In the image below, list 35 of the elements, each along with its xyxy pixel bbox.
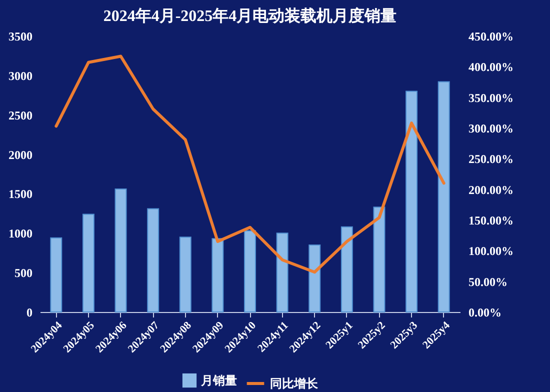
bar (114, 188, 127, 312)
bar (147, 208, 160, 312)
bar (212, 238, 224, 312)
bar (244, 230, 256, 312)
y2-tick-label: 250.00% (468, 152, 514, 166)
y-tick-label: 1500 (8, 187, 32, 202)
bar (340, 226, 353, 312)
y2-tick-label: 300.00% (468, 122, 514, 136)
bar (406, 90, 418, 312)
bar (308, 244, 321, 312)
bar (50, 237, 62, 312)
y2-tick-label: 100.00% (468, 244, 514, 258)
y2-tick-label: 400.00% (468, 60, 514, 74)
bar (373, 206, 386, 312)
bar (179, 236, 192, 312)
y-tick-label: 2000 (8, 148, 32, 162)
y-tick-label: 500 (14, 266, 32, 280)
y2-tick-label: 50.00% (468, 274, 508, 289)
bar (276, 232, 288, 312)
y-tick-label: 0 (26, 306, 32, 320)
y-tick-label: 3500 (8, 30, 32, 44)
legend-label: 月销量 (200, 374, 237, 388)
bar (82, 214, 94, 312)
y2-tick-label: 0.00% (468, 306, 502, 320)
y2-tick-label: 450.00% (468, 30, 514, 44)
y-tick-label: 2500 (8, 108, 32, 122)
y2-tick-label: 200.00% (468, 182, 514, 197)
legend-label: 同比增长 (270, 376, 319, 390)
y2-tick-label: 350.00% (468, 90, 514, 105)
y-tick-label: 1000 (8, 226, 32, 241)
y-tick-label: 3000 (8, 68, 32, 83)
y2-tick-label: 150.00% (468, 214, 514, 228)
line-series (54, 54, 446, 274)
chart-title: 2024年4月-2025年4月电动装载机月度销量 (103, 6, 397, 25)
bar (438, 81, 450, 312)
